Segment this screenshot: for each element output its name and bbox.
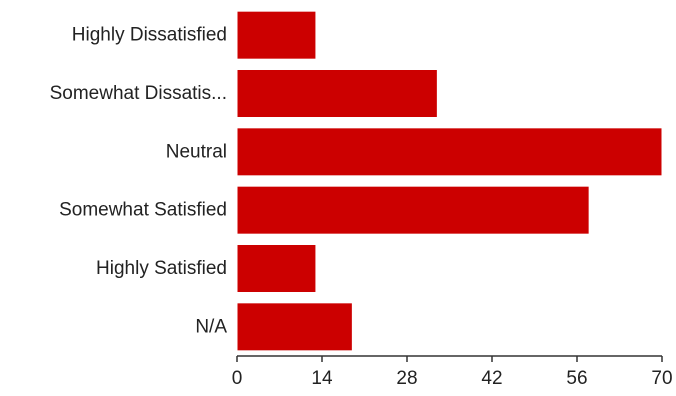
- x-tick-label-28: 28: [396, 368, 417, 389]
- x-tick-label-42: 42: [481, 368, 502, 389]
- bar-somewhat-dissatis: [236, 69, 438, 118]
- bar-neutral: [236, 127, 663, 177]
- x-tick-label-70: 70: [651, 368, 672, 389]
- x-tick-label-14: 14: [311, 368, 333, 389]
- category-label-somewhat-satisfied: Somewhat Satisfied: [59, 200, 227, 221]
- category-label-somewhat-dissatis: Somewhat Dissatis...: [50, 83, 227, 104]
- category-label-neutral: Neutral: [166, 141, 227, 162]
- category-label-highly-satisfied: Highly Satisfied: [96, 258, 227, 279]
- bar-highly-dissatisfied: [236, 10, 317, 60]
- x-tick-label-0: 0: [232, 368, 243, 389]
- category-label-highly-dissatisfied: Highly Dissatisfied: [72, 25, 227, 46]
- bar-n-a: [236, 302, 353, 352]
- bar-somewhat-satisfied: [236, 185, 590, 235]
- x-axis-ticks: 0 14 28 42 56 70: [232, 356, 673, 389]
- bars-group: [236, 10, 663, 352]
- bar-highly-satisfied: [236, 244, 317, 293]
- category-label-n-a: N/A: [195, 316, 227, 337]
- x-tick-label-56: 56: [566, 368, 587, 389]
- category-labels: Highly Dissatisfied Somewhat Dissatis... N…: [50, 25, 228, 338]
